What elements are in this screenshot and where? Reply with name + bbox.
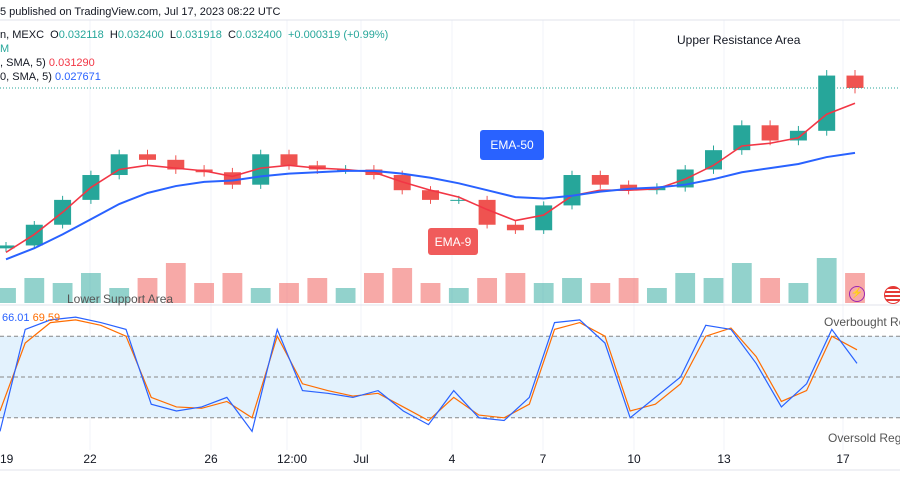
ema50-legend: 0, SMA, 5) 0.027671 [0, 71, 101, 83]
candle-body [733, 125, 751, 151]
x-tick-label: 10 [627, 452, 641, 466]
volume-bar [760, 278, 781, 303]
volume-bar [109, 288, 130, 303]
candle-body [591, 175, 609, 185]
c-label: C [228, 29, 236, 41]
volume-bar [477, 278, 498, 303]
overbought-label: Overbought Re [824, 315, 900, 329]
low-value: 0.031918 [176, 29, 222, 41]
candle-body [705, 150, 722, 170]
l-label: L [169, 29, 176, 41]
high-value: 0.032400 [117, 29, 164, 41]
candle-body [478, 199, 496, 225]
volume-bar [533, 283, 554, 303]
volume-bar [392, 268, 413, 303]
candle-body [818, 75, 836, 131]
candle-body [620, 184, 638, 191]
volume-bar [137, 278, 158, 303]
o-label: O [50, 29, 59, 41]
ema9-value: 0.031290 [48, 57, 95, 69]
volume-bar [24, 278, 45, 303]
oversold-label: Oversold Regi [828, 431, 900, 445]
candle-body [422, 190, 439, 200]
volume-bar [52, 283, 73, 303]
candle-body [110, 154, 128, 176]
candle-body [280, 154, 298, 166]
ema9-callout: EMA-9 [428, 228, 478, 255]
ema50-line [5, 151, 856, 261]
candle-body [167, 159, 185, 170]
ema50-callout: EMA-50 [480, 130, 544, 160]
candle-body [506, 224, 524, 231]
ema9-label: , SMA, 5) [0, 57, 46, 69]
stoch-k-line [0, 316, 858, 433]
candle-body [139, 154, 156, 160]
published-text: 5 published on TradingView.com, Jul 17, … [0, 6, 281, 18]
volume-bar [420, 283, 441, 303]
volume-bar [335, 288, 356, 303]
x-tick-label: 4 [448, 452, 456, 466]
stoch-legend: 66.01 69.59 [2, 312, 60, 324]
volume-bar [590, 283, 611, 303]
stoch-k-value: 66.01 [2, 312, 30, 324]
volume-bar [279, 283, 299, 303]
us-flag-icon[interactable] [884, 286, 900, 304]
volume-bar [675, 273, 696, 303]
volume-bar [618, 278, 639, 303]
interval: M [0, 43, 10, 55]
volume-bar [165, 263, 186, 303]
volume-bar [363, 273, 384, 303]
x-tick-label: Jul [353, 452, 369, 466]
volume-bar [703, 278, 724, 303]
ema50-label: 0, SMA, 5) [0, 71, 52, 83]
close-value: 0.032400 [235, 29, 282, 41]
volume-bar [788, 283, 809, 303]
volume-bar [505, 273, 526, 303]
volume-bar [731, 263, 752, 303]
volume-bar [222, 273, 243, 303]
x-tick-label: 17 [836, 452, 850, 466]
open-value: 0.032118 [58, 29, 104, 41]
ema9-line [5, 102, 856, 254]
volume-bar [562, 278, 582, 303]
x-tick-label: 13 [717, 452, 731, 466]
volume-bar [816, 258, 837, 303]
x-tick-label: 12:00 [277, 452, 308, 466]
lower-support-label: Lower Support Area [67, 292, 174, 306]
volume-bar [194, 283, 215, 303]
x-tick-label: 19 [0, 452, 14, 466]
candle-body [0, 245, 15, 249]
volume-bar [307, 278, 328, 303]
candle-body [761, 125, 779, 141]
symbol: n, MEXC [0, 29, 45, 41]
volume-bar [448, 288, 469, 303]
ema50-value: 0.027671 [55, 71, 101, 83]
lightning-icon[interactable]: ⚡ [849, 286, 865, 302]
candle-body [846, 75, 864, 88]
x-tick-label: 22 [83, 452, 97, 466]
upper-resistance-label: Upper Resistance Area [677, 33, 801, 47]
candle-body [789, 130, 807, 141]
stoch-d-value: 69.59 [32, 312, 61, 324]
x-tick-label: 26 [204, 452, 218, 466]
ohlc-legend: n, MEXC O0.032118 H0.032400 L0.031918 C0… [0, 29, 388, 41]
x-tick-label: 7 [539, 452, 547, 466]
volume-bar [250, 288, 271, 303]
candle-body [450, 199, 468, 201]
candle-body [535, 205, 553, 231]
candle-body [563, 175, 581, 206]
volume-bar [0, 288, 16, 303]
stoch-d-line [0, 319, 858, 422]
change-value: +0.000319 (+0.99%) [287, 29, 389, 41]
h-label: H [109, 29, 118, 41]
volume-bar [80, 273, 101, 303]
ema9-legend: , SMA, 5) 0.031290 [0, 57, 95, 69]
volume-bar [646, 288, 667, 303]
